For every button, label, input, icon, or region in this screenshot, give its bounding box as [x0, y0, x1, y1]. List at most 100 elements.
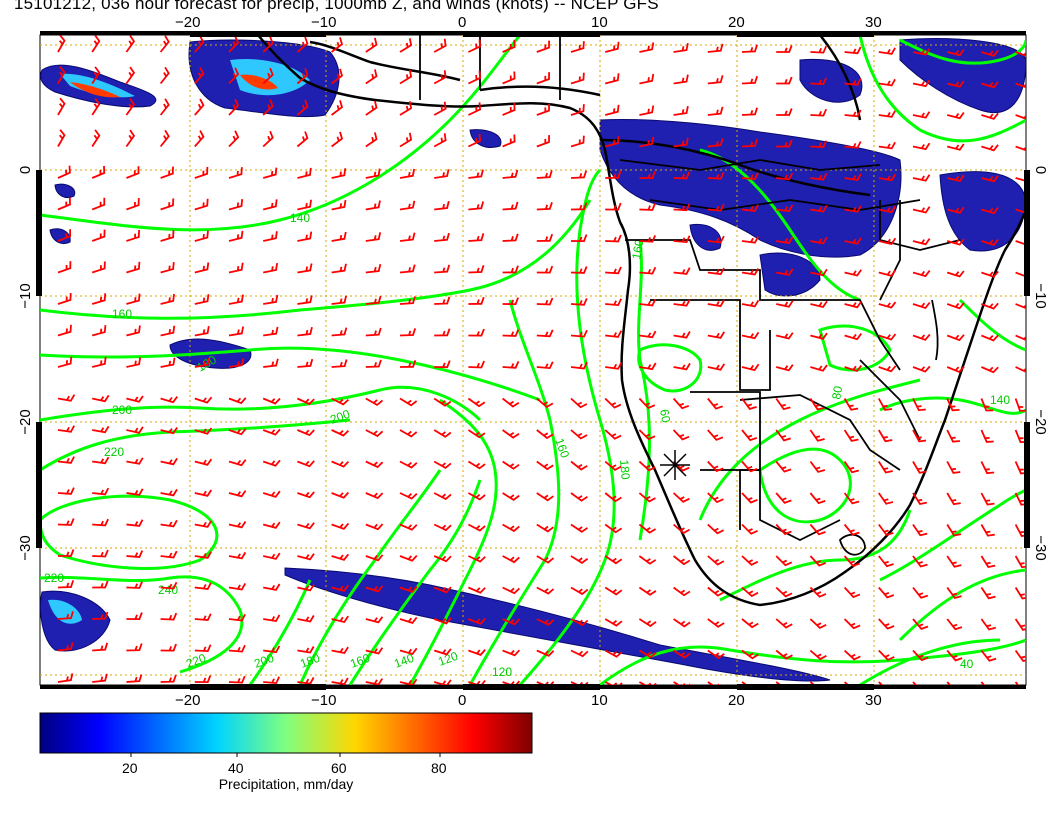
wind-barb [570, 361, 588, 370]
wind-barb [194, 675, 212, 684]
wind-barb [399, 296, 416, 305]
wind-barb [57, 425, 75, 433]
wind-barb [468, 169, 484, 179]
wind-barb [673, 586, 691, 597]
wind-barb [160, 357, 176, 368]
wind-barb [570, 234, 588, 243]
wind-barb [843, 523, 860, 536]
wind-barb [981, 112, 999, 120]
wind-barb [126, 426, 144, 434]
wind-barb [365, 585, 384, 593]
wind-barb [502, 134, 516, 148]
wind-barb [91, 35, 101, 53]
wind-barb [912, 365, 931, 373]
wind-barb [776, 268, 794, 276]
wind-barb [296, 131, 309, 148]
wind-barb [262, 130, 274, 148]
contour-label: 160 [112, 307, 132, 321]
wind-barb [673, 43, 689, 53]
wind-barb [228, 35, 240, 53]
contour-label: 220 [104, 445, 124, 459]
wind-barb [228, 98, 240, 116]
wind-barb [981, 206, 999, 215]
wind-barb [434, 328, 451, 337]
wind-barb [673, 171, 691, 180]
wind-barb [262, 428, 281, 436]
wind-barb [844, 109, 862, 118]
wind-barb [194, 357, 210, 368]
wind-barb [981, 302, 999, 310]
wind-barb [433, 648, 452, 656]
wind-barb [809, 429, 825, 442]
wind-barb [570, 104, 585, 116]
wind-barb [194, 326, 210, 337]
wind-barb [365, 554, 384, 562]
wind-barb [194, 67, 205, 85]
wind-barb [638, 555, 657, 565]
wind-barb [946, 586, 962, 600]
wind-barb [126, 261, 141, 274]
wind-barb [502, 169, 519, 179]
wind-barb [297, 553, 315, 561]
wind-barb [365, 100, 378, 116]
wind-barb [707, 460, 724, 473]
wind-barb [639, 171, 656, 180]
wind-barb [194, 35, 205, 53]
wind-barb [843, 618, 861, 630]
wind-barb [638, 681, 657, 685]
wind-barb [912, 142, 931, 151]
wind-barb [331, 522, 350, 530]
wind-barb [809, 586, 827, 598]
wind-barb [263, 262, 279, 274]
wind-barb [810, 332, 828, 340]
wind-barb [502, 618, 521, 626]
wind-barb [844, 141, 862, 149]
wind-barb [365, 359, 382, 368]
wind-barb [262, 397, 281, 405]
wind-barb [194, 98, 205, 116]
coastlines [257, 35, 1026, 607]
wind-barb [843, 460, 860, 474]
wind-barb [399, 678, 418, 685]
wind-barb [810, 77, 828, 86]
wind-barb [673, 649, 691, 659]
wind-barb [536, 40, 550, 53]
wind-barb [399, 429, 418, 438]
wind-barb [604, 41, 620, 53]
wind-barb [741, 586, 759, 598]
lon-tick-label: −20 [175, 692, 200, 709]
wind-barb [946, 429, 960, 443]
wind-barb [57, 487, 75, 495]
contour-label: 160 [629, 238, 646, 260]
lon-tick-label: −10 [311, 692, 336, 709]
wind-barb [707, 586, 725, 597]
wind-barb [91, 293, 107, 305]
wind-barb [1014, 524, 1026, 537]
height-contours [40, 35, 1026, 685]
wind-barb [331, 168, 347, 179]
wind-barb [912, 398, 926, 412]
wind-barb [125, 129, 136, 148]
wind-barb [126, 674, 143, 683]
wind-barb [981, 144, 999, 152]
wind-barb [605, 330, 623, 338]
wind-barb [399, 38, 413, 53]
wind-barb [809, 555, 827, 567]
wind-barb [673, 331, 691, 339]
wind-barb [228, 490, 247, 498]
wind-barb [536, 297, 554, 306]
wind-barb [775, 397, 791, 411]
wind-barb [707, 106, 724, 116]
wind-barb [912, 174, 931, 182]
wind-barb [365, 168, 381, 179]
wind-barb [433, 679, 452, 685]
wind-barb [57, 673, 74, 683]
wind-barb [707, 523, 725, 535]
contour-label: 180 [298, 651, 322, 671]
wind-barb [502, 361, 520, 369]
wind-barb [810, 173, 828, 181]
contour-label: 140 [392, 651, 416, 671]
colorbar-tick-label: 60 [331, 760, 347, 776]
wind-barb [707, 43, 724, 53]
lat-tick-label: −10 [1032, 283, 1049, 308]
